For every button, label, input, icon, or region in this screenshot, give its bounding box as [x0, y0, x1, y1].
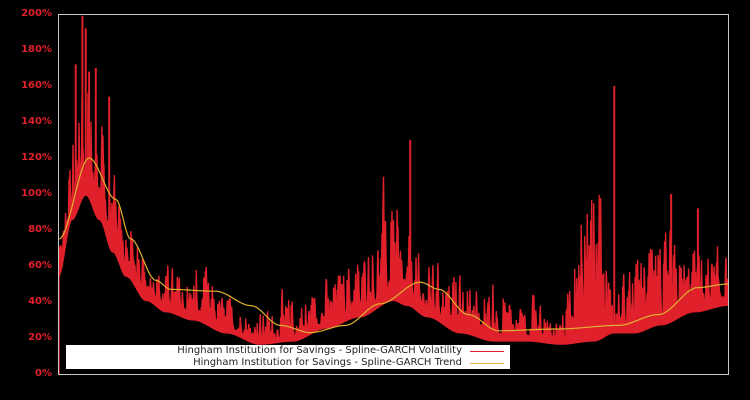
y-tick-label: 100%	[21, 188, 52, 199]
y-tick-label: 0%	[35, 368, 52, 379]
legend-item-trend: Hingham Institution for Savings - Spline…	[193, 357, 504, 369]
y-tick-label: 160%	[21, 80, 52, 91]
volatility-series	[58, 15, 729, 374]
y-tick-label: 20%	[28, 332, 52, 343]
y-tick-label: 60%	[28, 260, 52, 271]
legend-item-volatility: Hingham Institution for Savings - Spline…	[177, 345, 504, 357]
legend-swatch	[470, 362, 504, 364]
y-tick-label: 140%	[21, 116, 52, 127]
trend-line	[58, 157, 728, 334]
plot-frame	[58, 14, 729, 375]
legend-label: Hingham Institution for Savings - Spline…	[193, 357, 462, 368]
y-tick-label: 180%	[21, 44, 52, 55]
legend-swatch	[470, 350, 504, 352]
y-tick-label: 200%	[21, 8, 52, 19]
volatility-band	[59, 92, 728, 345]
y-tick-label: 40%	[28, 296, 52, 307]
legend: Hingham Institution for Savings - Spline…	[66, 345, 510, 369]
legend-label: Hingham Institution for Savings - Spline…	[177, 345, 462, 356]
y-tick-label: 120%	[21, 152, 52, 163]
y-tick-label: 80%	[28, 224, 52, 235]
